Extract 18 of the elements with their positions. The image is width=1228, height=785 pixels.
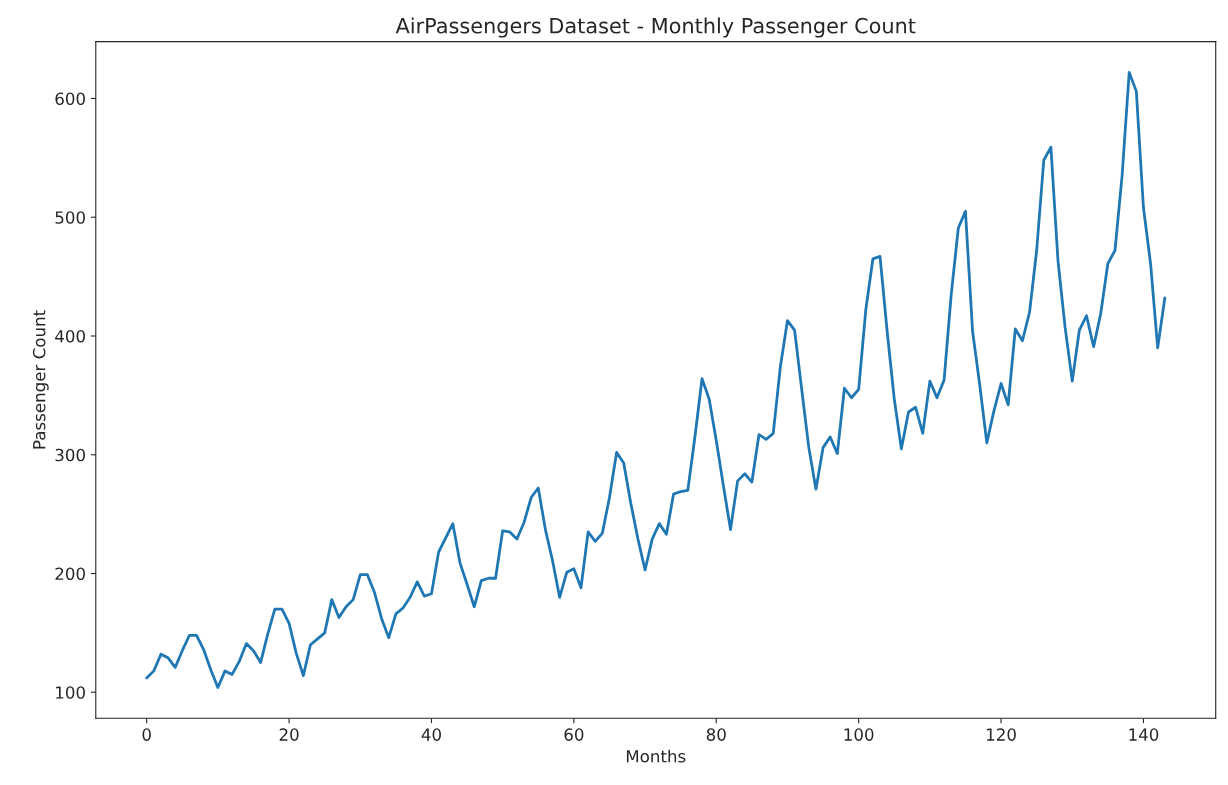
y-tick-label: 200: [55, 567, 85, 581]
chart-title: AirPassengers Dataset - Monthly Passenger Count: [395, 17, 916, 38]
x-axis-title: Months: [626, 749, 686, 763]
x-tick-label: 140: [1129, 728, 1159, 741]
y-tick-label: 500: [55, 211, 85, 224]
y-tick-label: 600: [55, 92, 85, 106]
x-tick-label: 40: [421, 728, 441, 741]
x-tick-label: 80: [706, 728, 726, 741]
x-tick-label: 60: [564, 728, 584, 741]
x-tick-label: 20: [279, 728, 299, 741]
y-tick-label: 100: [56, 686, 85, 699]
x-tick-label: 0: [142, 728, 151, 741]
x-tick-label: 100: [844, 728, 874, 741]
y-tick-label: 300: [55, 448, 85, 462]
y-tick-label: 400: [55, 329, 85, 343]
line-series: [145, 70, 1167, 689]
x-tick-label: 120: [986, 728, 1016, 741]
y-axis-title: Passenger Count: [32, 310, 49, 449]
